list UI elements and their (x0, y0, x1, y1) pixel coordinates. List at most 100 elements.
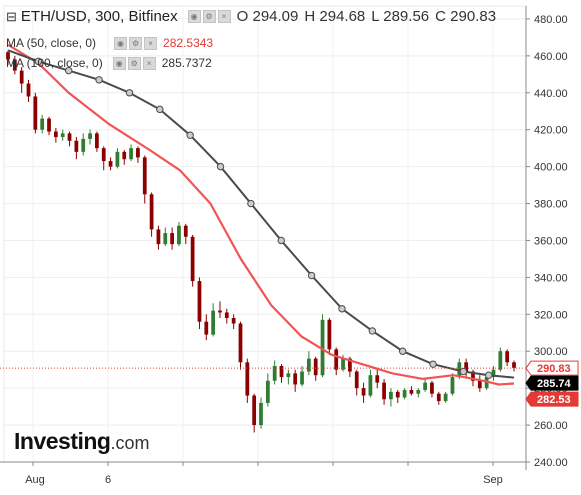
candle (272, 360, 277, 385)
candle-body (156, 229, 161, 245)
ohlc-low: L 289.56 (371, 8, 430, 25)
candle-body (6, 52, 10, 60)
close-icon[interactable]: × (217, 10, 231, 23)
candle (354, 369, 359, 396)
ma100-value: 285.7372 (161, 56, 212, 70)
settings-icon[interactable]: ⚙ (127, 56, 141, 70)
candle (491, 366, 496, 381)
candle-body (300, 371, 304, 385)
candle-body (218, 310, 222, 313)
candle (231, 314, 236, 330)
candle (286, 369, 291, 385)
y-tick-label: 260.00 (534, 420, 568, 432)
candle (129, 144, 133, 162)
candle (334, 347, 339, 376)
candle-body (95, 133, 99, 149)
candle-body (231, 318, 236, 324)
candle-body (450, 377, 455, 394)
candle (306, 351, 311, 376)
candle (211, 303, 216, 337)
series-controls: ◉ ⚙ × (187, 10, 231, 23)
candle (204, 314, 209, 341)
candle (477, 375, 482, 392)
candle (402, 388, 407, 400)
ma100-marker (368, 327, 377, 335)
candle-body (498, 351, 503, 370)
candle (95, 131, 99, 152)
candle (224, 308, 229, 324)
candle-body (436, 393, 441, 402)
candle-body (348, 358, 352, 372)
candle-body (443, 393, 448, 402)
price-label-ma100: 285.74 (525, 375, 579, 391)
ohlc-high: H 294.68 (304, 8, 366, 25)
price-labels: 290.83 285.74 282.53 (525, 360, 579, 407)
close-icon[interactable]: × (142, 56, 156, 70)
candle (430, 380, 434, 398)
candle (177, 222, 181, 246)
y-tick-label: 460.00 (534, 51, 568, 63)
candle-body (74, 140, 79, 152)
y-tick-label: 320.00 (534, 309, 568, 321)
ma100-marker (307, 271, 316, 280)
price-label-box (525, 375, 579, 391)
ma100-marker (216, 162, 225, 171)
close-icon[interactable]: × (144, 36, 158, 50)
candle-body (395, 391, 400, 398)
ma100-marker (65, 66, 73, 75)
candle-body (477, 380, 482, 389)
candle (238, 321, 243, 370)
y-tick-label: 360.00 (534, 235, 568, 247)
candle (259, 397, 263, 429)
investing-logo[interactable]: Investing.com (14, 428, 150, 454)
settings-icon[interactable]: ⚙ (129, 36, 143, 50)
collapse-icon[interactable]: ⊟ (6, 8, 17, 24)
ma100-marker (95, 76, 103, 84)
visibility-icon[interactable]: ◉ (112, 56, 126, 70)
candle-body (101, 148, 106, 162)
candle (300, 366, 304, 387)
candle-body (464, 362, 469, 372)
x-tick-label: Aug (25, 474, 45, 486)
candle (279, 364, 284, 383)
visibility-icon[interactable]: ◉ (187, 10, 201, 23)
candle (313, 356, 318, 381)
ma100-legend: MA (100, close, 0) ◉ ⚙ × 285.7372 (6, 56, 212, 70)
candle-body (409, 390, 414, 394)
candle (450, 373, 455, 396)
candle-body (512, 362, 516, 368)
chart-header: ⊟ ETH/USD, 300, Bitfinex ◉ ⚙ × O 294.09 … (6, 8, 502, 25)
ma100-marker (429, 360, 437, 368)
settings-icon[interactable]: ⚙ (202, 10, 216, 23)
ma100-controls: ◉ ⚙ × (112, 56, 156, 70)
candle-body (306, 358, 311, 372)
candle-body (327, 319, 332, 350)
candle (327, 318, 332, 355)
ma50-value: 282.5343 (163, 36, 214, 50)
candle-body (341, 358, 345, 370)
candle (183, 223, 188, 245)
candle-body (67, 133, 72, 141)
visibility-icon[interactable]: ◉ (114, 36, 128, 50)
candle (136, 146, 140, 163)
y-tick-label: 300.00 (534, 346, 568, 358)
ma100-marker (34, 57, 43, 66)
price-label-text: 285.74 (537, 378, 572, 390)
candle-body (334, 349, 339, 370)
candle-body (505, 351, 510, 363)
candle-body (136, 148, 140, 158)
candle-body (12, 59, 17, 71)
candle-body (320, 319, 325, 376)
candle-body (354, 371, 359, 389)
candle (218, 301, 222, 318)
ma100-marker (485, 371, 493, 379)
candle-body (26, 83, 31, 97)
candle (142, 155, 147, 204)
candle-body (259, 402, 263, 426)
candle (389, 388, 393, 407)
candle-body (375, 375, 380, 383)
candle-body (122, 151, 127, 160)
candles (6, 50, 516, 433)
candle-body (204, 321, 209, 335)
